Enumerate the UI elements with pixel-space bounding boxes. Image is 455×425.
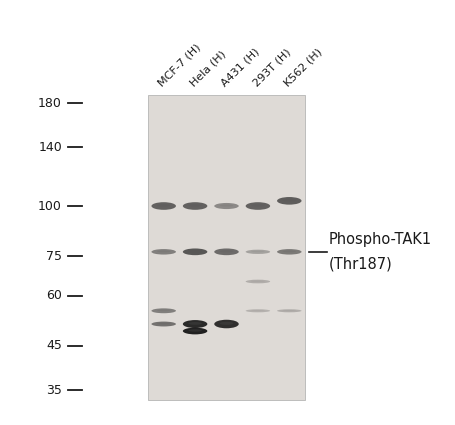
Ellipse shape <box>157 250 170 252</box>
Text: MCF-7 (H): MCF-7 (H) <box>156 42 202 88</box>
Text: 60: 60 <box>46 289 62 302</box>
Ellipse shape <box>182 328 207 334</box>
Ellipse shape <box>188 329 202 332</box>
Text: Phospho-TAK1: Phospho-TAK1 <box>328 232 431 247</box>
Ellipse shape <box>219 322 233 325</box>
Ellipse shape <box>245 249 269 254</box>
Ellipse shape <box>245 309 269 312</box>
Text: 45: 45 <box>46 340 62 352</box>
Bar <box>148 95 304 400</box>
Text: 100: 100 <box>38 199 62 212</box>
Ellipse shape <box>157 323 170 324</box>
Ellipse shape <box>219 204 233 207</box>
Ellipse shape <box>214 203 238 209</box>
Ellipse shape <box>151 309 176 313</box>
Text: 140: 140 <box>38 141 62 153</box>
Ellipse shape <box>182 320 207 328</box>
Text: (Thr187): (Thr187) <box>328 257 392 272</box>
Ellipse shape <box>151 249 176 255</box>
Ellipse shape <box>282 310 295 311</box>
Text: 180: 180 <box>38 96 62 110</box>
Ellipse shape <box>282 250 295 252</box>
Text: 75: 75 <box>46 250 62 263</box>
Ellipse shape <box>277 309 301 312</box>
Ellipse shape <box>151 322 176 326</box>
Text: 293T (H): 293T (H) <box>250 47 292 88</box>
Ellipse shape <box>277 197 301 205</box>
Ellipse shape <box>282 199 295 201</box>
Ellipse shape <box>157 204 170 207</box>
Ellipse shape <box>151 202 176 210</box>
Text: 35: 35 <box>46 383 62 397</box>
Ellipse shape <box>251 251 264 252</box>
Ellipse shape <box>214 249 238 255</box>
Ellipse shape <box>182 202 207 210</box>
Text: A431 (H): A431 (H) <box>219 46 261 88</box>
Ellipse shape <box>188 322 202 325</box>
Ellipse shape <box>182 249 207 255</box>
Ellipse shape <box>251 204 264 207</box>
Ellipse shape <box>188 204 202 207</box>
Ellipse shape <box>245 202 269 210</box>
Text: K562 (H): K562 (H) <box>282 46 323 88</box>
Ellipse shape <box>245 280 269 283</box>
Ellipse shape <box>157 309 170 311</box>
Ellipse shape <box>219 250 233 252</box>
Ellipse shape <box>251 310 264 311</box>
Ellipse shape <box>251 280 264 282</box>
Ellipse shape <box>277 249 301 255</box>
Text: Hela (H): Hela (H) <box>187 48 227 88</box>
Ellipse shape <box>188 250 202 252</box>
Ellipse shape <box>214 320 238 328</box>
